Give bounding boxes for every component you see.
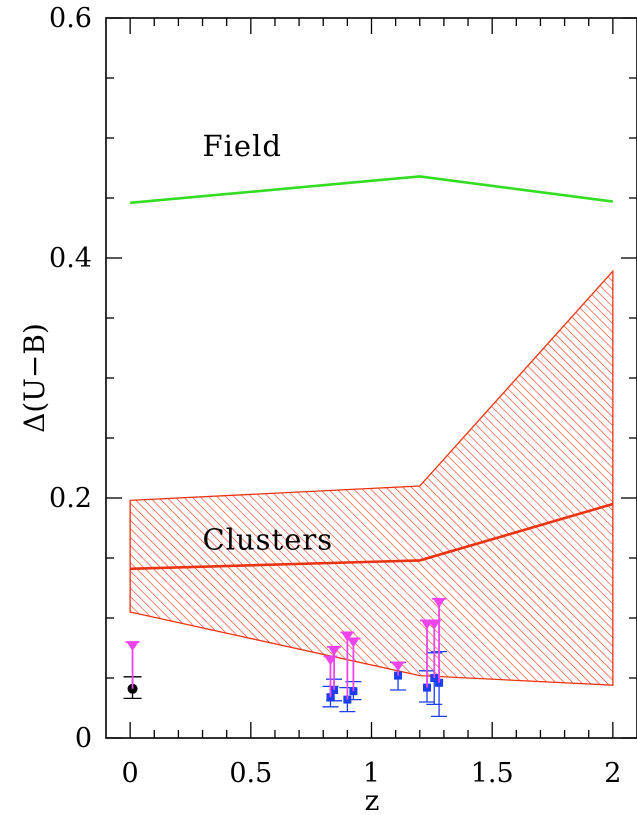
lines-layer xyxy=(130,175,614,571)
x-tick-label: 1 xyxy=(363,758,380,789)
y-tick-label: 0 xyxy=(75,723,92,754)
model-line-0 xyxy=(130,175,614,205)
points-layer xyxy=(123,597,448,718)
upper-limit-marker xyxy=(433,598,446,608)
band-layer xyxy=(129,269,614,686)
upper-limit-marker xyxy=(341,632,354,642)
upper-limit-marker xyxy=(428,620,441,630)
annotation-field: Field xyxy=(203,129,282,163)
x-tick-label: 2 xyxy=(604,758,621,789)
upper-limit-marker xyxy=(126,642,139,651)
y-axis-label: Δ(U−B) xyxy=(18,323,51,433)
ticks-layer: 0 0.5 1 1.5 2 0 0.2 0.4 0.6 xyxy=(49,3,637,789)
y-tick-label: 0.4 xyxy=(49,243,92,274)
y-tick-label: 0.2 xyxy=(49,483,92,514)
x-tick-label: 0 xyxy=(122,758,139,789)
model-line-1 xyxy=(130,502,614,571)
x-axis-label: z xyxy=(365,784,380,815)
x-tick-label: 0.5 xyxy=(229,758,272,789)
x-tick-label: 1.5 xyxy=(471,758,514,789)
annotation-clusters: Clusters xyxy=(203,523,334,557)
cluster-band xyxy=(129,269,614,686)
y-tick-label: 0.6 xyxy=(49,3,92,34)
upper-limit-marker xyxy=(347,638,360,648)
upper-limit-marker xyxy=(392,662,405,672)
upper-limit-marker xyxy=(328,646,341,656)
